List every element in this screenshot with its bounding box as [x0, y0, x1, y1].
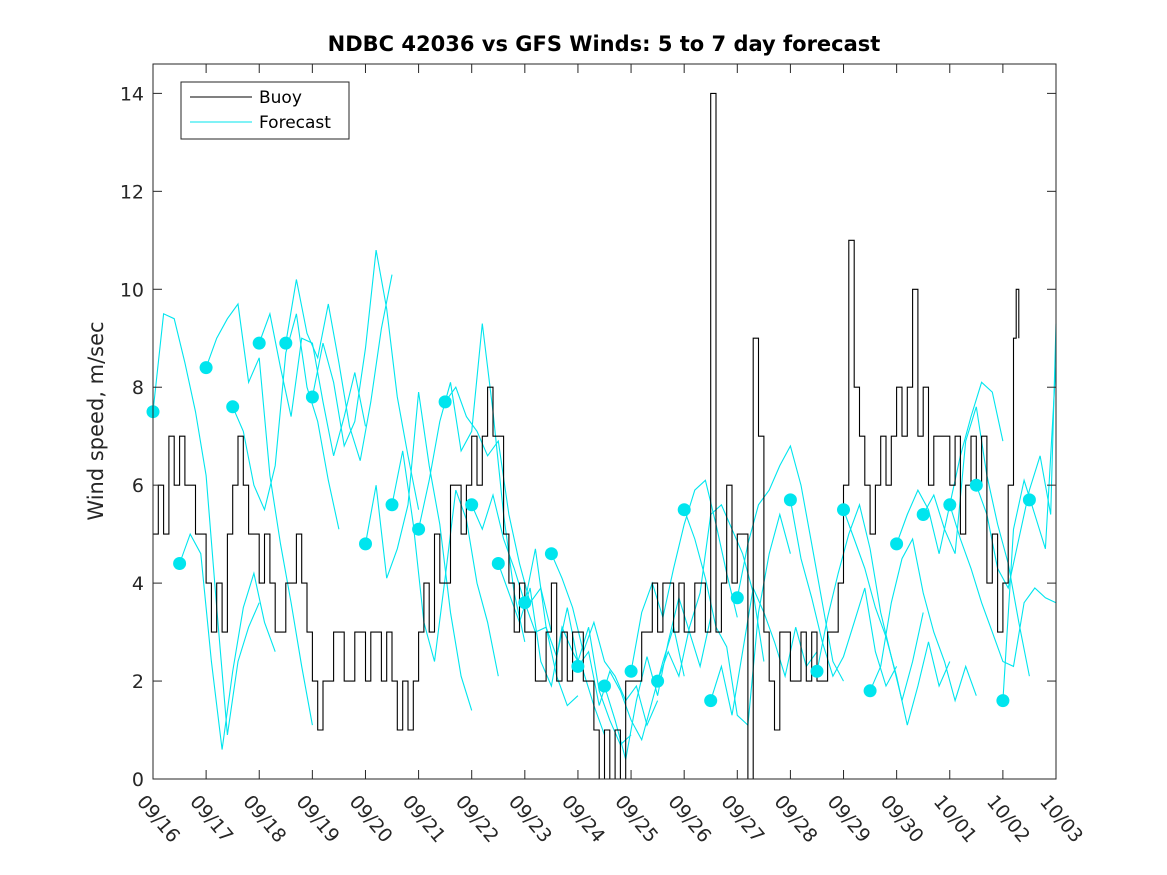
forecast-line-1 [179, 532, 276, 750]
forecast-marker-26 [890, 537, 904, 551]
y-axis-label: Wind speed, m/sec [84, 321, 108, 520]
y-tick-label-0: 0 [132, 769, 144, 791]
plot-area [153, 64, 1056, 779]
forecast-marker-31 [1022, 493, 1036, 507]
forecast-marker-23 [810, 664, 824, 678]
forecast-marker-18 [651, 674, 665, 688]
forecast-marker-12 [491, 557, 505, 570]
forecast-line-22 [789, 499, 898, 688]
y-tick-label-5: 10 [120, 279, 144, 301]
forecast-marker-16 [598, 679, 611, 693]
forecast-marker-19 [677, 503, 691, 517]
forecast-marker-22 [783, 493, 797, 507]
forecast-line-25 [869, 537, 977, 703]
forecast-line-19 [683, 509, 791, 727]
forecast-marker-30 [996, 694, 1010, 708]
forecast-line-0 [152, 312, 260, 735]
forecast-marker-10 [438, 395, 452, 409]
forecast-line-12 [497, 563, 606, 736]
y-tick-label-3: 6 [132, 475, 144, 497]
legend-forecast-label: Forecast [259, 113, 331, 133]
forecast-line-29 [975, 323, 1057, 590]
forecast-line-24 [842, 509, 951, 726]
forecast-line-10 [444, 386, 552, 633]
forecast-marker-11 [465, 498, 479, 512]
forecast-line-14 [550, 553, 659, 727]
forecast-marker-8 [385, 498, 399, 512]
forecast-marker-29 [969, 478, 983, 492]
forecast-marker-5 [279, 336, 293, 350]
forecast-marker-27 [916, 508, 930, 521]
forecast-marker-17 [624, 664, 638, 678]
forecast-marker-9 [412, 522, 426, 536]
forecast-line-21 [736, 444, 844, 682]
forecast-line-23 [816, 502, 924, 701]
forecast-line-6 [311, 250, 420, 510]
forecast-marker-14 [544, 547, 558, 561]
forecast-line-17 [630, 479, 738, 672]
y-tick-label-2: 4 [132, 573, 144, 595]
y-tick-label-7: 14 [120, 83, 144, 105]
forecast-marker-28 [943, 498, 957, 512]
forecast-marker-24 [837, 503, 850, 517]
y-tick-label-1: 2 [132, 671, 144, 693]
forecast-marker-1 [173, 557, 187, 570]
legend: Buoy Forecast [180, 81, 350, 140]
forecast-line-3 [232, 313, 340, 530]
axes-box [152, 63, 1057, 780]
forecast-marker-25 [863, 684, 877, 698]
legend-box [180, 81, 350, 140]
forecast-line-28 [949, 504, 1057, 668]
forecast-marker-6 [305, 390, 319, 404]
forecast-line-16 [603, 595, 712, 760]
forecast-line-7 [364, 392, 473, 711]
forecast-line-2 [205, 302, 313, 726]
forecast-line-8 [391, 450, 499, 677]
forecast-marker-20 [704, 694, 718, 708]
forecast-marker-4 [252, 336, 266, 350]
forecast-marker-21 [730, 591, 744, 605]
chart-title: NDBC 42036 vs GFS Winds: 5 to 7 day fore… [328, 32, 881, 56]
legend-buoy-label: Buoy [259, 88, 302, 108]
forecast-marker-7 [359, 537, 372, 551]
series-layer [146, 92, 1057, 780]
y-tick-label-4: 8 [132, 377, 144, 399]
forecast-marker-15 [571, 659, 585, 673]
buoy-line [153, 92, 1020, 780]
forecast-line-9 [418, 323, 526, 643]
forecast-marker-13 [518, 596, 532, 610]
forecast-line-5 [285, 274, 393, 461]
forecast-marker-3 [226, 400, 240, 414]
y-tick-label-6: 12 [120, 181, 144, 203]
forecast-line-27 [922, 406, 1030, 677]
forecast-marker-2 [199, 361, 213, 375]
forecast-line-4 [258, 311, 367, 456]
